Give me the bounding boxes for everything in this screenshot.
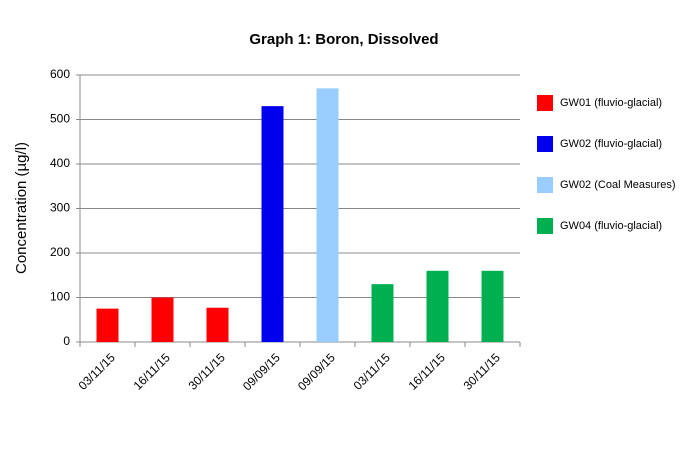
y-axis-label: Concentration (µg/l) <box>13 142 30 274</box>
bar <box>316 88 339 342</box>
y-tick-label: 500 <box>50 112 70 126</box>
bar <box>96 308 119 342</box>
legend-label: GW04 (fluvio-glacial) <box>560 220 662 232</box>
legend-label: GW02 (Coal Measures) <box>560 179 676 191</box>
chart-title: Graph 1: Boron, Dissolved <box>249 31 438 48</box>
legend-swatch <box>537 177 553 193</box>
legend-swatch <box>537 136 553 152</box>
x-tick-label: 30/11/15 <box>186 350 229 393</box>
y-tick-label: 600 <box>50 67 70 81</box>
bar <box>371 284 394 342</box>
legend-swatch <box>537 95 553 111</box>
x-tick-label: 16/11/15 <box>406 350 449 393</box>
bar <box>426 270 449 342</box>
x-tick-label: 03/11/15 <box>76 350 119 393</box>
bar <box>481 270 504 342</box>
x-tick-label: 30/11/15 <box>461 350 504 393</box>
legend-label: GW02 (fluvio-glacial) <box>560 138 662 150</box>
bar <box>261 106 284 343</box>
legend-swatch <box>537 218 553 234</box>
x-tick-label: 09/09/15 <box>240 350 283 393</box>
y-tick-label: 0 <box>63 334 70 348</box>
y-tick-label: 200 <box>50 245 70 259</box>
bar <box>206 307 229 342</box>
x-tick-label: 09/09/15 <box>295 350 338 393</box>
x-tick-label: 16/11/15 <box>131 350 174 393</box>
y-tick-label: 100 <box>50 290 70 304</box>
x-tick-label: 03/11/15 <box>351 350 394 393</box>
bar <box>151 297 174 342</box>
y-tick-label: 300 <box>50 201 70 215</box>
legend-label: GW01 (fluvio-glacial) <box>560 97 662 109</box>
y-tick-label: 400 <box>50 156 70 170</box>
